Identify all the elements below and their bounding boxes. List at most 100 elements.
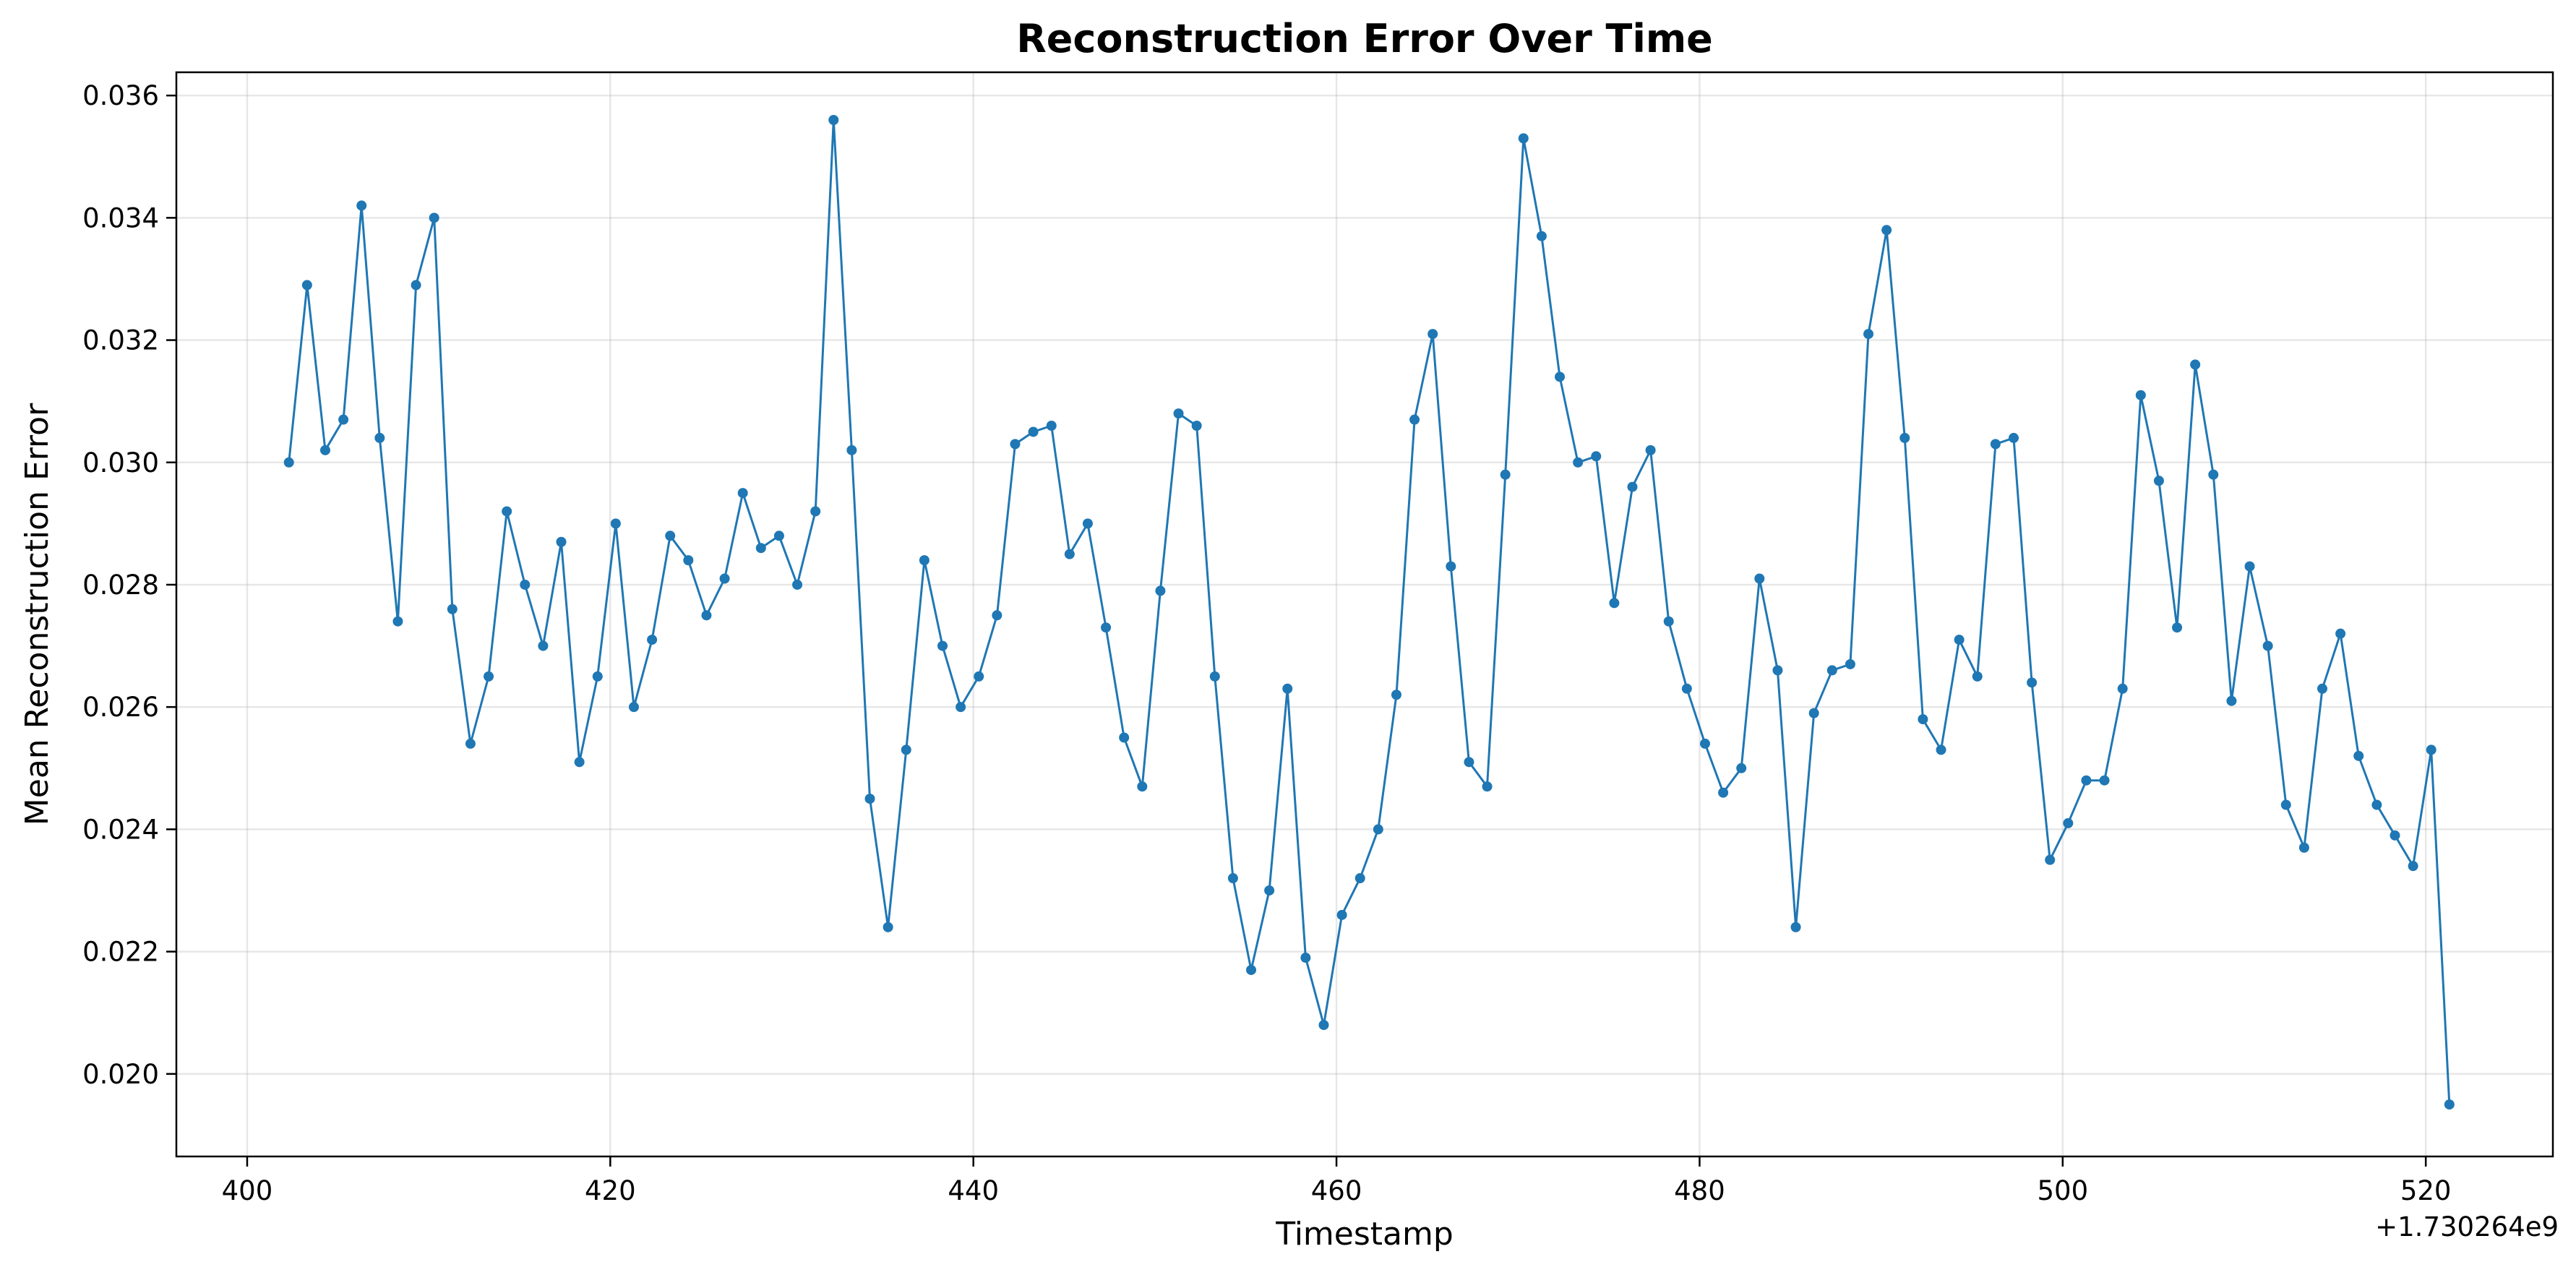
data-point: [1227, 873, 1238, 884]
data-point: [283, 457, 294, 468]
data-point: [1663, 616, 1674, 627]
data-point: [319, 445, 330, 455]
data-point: [2298, 842, 2309, 853]
data-point: [1101, 622, 1112, 633]
data-point: [1336, 909, 1347, 920]
data-point: [2027, 677, 2038, 688]
data-point: [1119, 732, 1130, 743]
data-point: [792, 579, 803, 590]
data-point: [864, 794, 875, 804]
y-tick-label: 0.020: [82, 1059, 159, 1090]
data-point: [2280, 799, 2291, 810]
data-point: [1972, 671, 1983, 682]
data-point: [683, 555, 694, 566]
data-point: [1808, 708, 1819, 718]
data-point: [1173, 408, 1184, 419]
data-point: [846, 445, 857, 455]
data-point: [484, 671, 494, 682]
data-point: [2426, 744, 2437, 755]
data-point: [1899, 432, 1910, 443]
x-tick-label: 440: [948, 1175, 999, 1206]
chart-title: Reconstruction Error Over Time: [1016, 16, 1713, 61]
data-point: [773, 531, 784, 541]
y-tick-label: 0.028: [82, 570, 159, 601]
data-point: [1264, 885, 1275, 896]
data-point: [2008, 432, 2019, 443]
x-tick-label: 500: [2037, 1175, 2088, 1206]
data-point: [1863, 329, 1874, 340]
y-tick-label: 0.022: [82, 937, 159, 968]
data-point: [1300, 953, 1311, 963]
data-point: [2371, 799, 2382, 810]
data-point: [2390, 830, 2400, 841]
data-point: [538, 640, 549, 651]
data-point: [1082, 518, 1093, 529]
series-layer: [283, 114, 2455, 1110]
y-axis-label: Mean Reconstruction Error: [19, 403, 56, 825]
x-tick-label: 420: [585, 1175, 636, 1206]
data-point: [2045, 854, 2056, 865]
data-point: [2408, 861, 2418, 872]
data-point: [411, 280, 421, 291]
data-point: [356, 200, 367, 211]
tick-layer: 400 420 440 460 480 500 520 0.020 0.022 0.024 0.02…: [82, 80, 2451, 1206]
data-point: [1046, 421, 1057, 432]
data-point: [1790, 922, 1801, 932]
data-point: [1845, 658, 1855, 669]
y-tick-label: 0.032: [82, 325, 159, 356]
data-point: [956, 702, 966, 713]
data-point: [1681, 683, 1692, 694]
data-point: [1155, 585, 1166, 596]
data-point: [502, 506, 512, 517]
data-point: [2208, 469, 2219, 480]
data-point: [301, 280, 312, 291]
data-point: [810, 506, 821, 517]
data-point: [1409, 414, 1420, 425]
data-point: [610, 518, 621, 529]
data-point: [574, 757, 585, 768]
x-axis-offset-label: +1.730264e9: [2375, 1211, 2559, 1242]
data-point: [1573, 457, 1584, 468]
data-point: [1282, 683, 1293, 694]
data-point: [465, 738, 476, 749]
grid-layer: [176, 72, 2553, 1156]
data-point: [1718, 787, 1729, 798]
data-point: [1373, 824, 1383, 835]
data-point: [1010, 439, 1021, 450]
data-point: [1464, 757, 1474, 768]
data-point: [338, 414, 349, 425]
data-point: [1446, 561, 1456, 572]
data-point: [2244, 561, 2255, 572]
data-point: [665, 531, 676, 541]
data-point: [974, 671, 984, 682]
data-point: [1536, 231, 1547, 241]
data-point: [992, 610, 1003, 621]
data-point: [937, 640, 948, 651]
x-axis-label: Timestamp: [1275, 1216, 1454, 1253]
data-point: [2317, 683, 2327, 694]
y-tick-label: 0.030: [82, 447, 159, 478]
y-tick-label: 0.024: [82, 814, 159, 845]
data-point: [592, 671, 603, 682]
data-point: [1518, 133, 1529, 144]
data-point: [1137, 781, 1148, 792]
data-point: [2153, 476, 2164, 486]
data-point: [2190, 359, 2201, 370]
data-point: [429, 212, 439, 223]
data-point: [1754, 573, 1765, 584]
data-point: [1427, 329, 1438, 340]
data-point: [1936, 744, 1946, 755]
data-point: [1591, 451, 1602, 462]
y-tick-label: 0.034: [82, 202, 159, 233]
data-point: [2135, 390, 2146, 400]
data-point: [1627, 481, 1638, 492]
data-point: [901, 744, 911, 755]
data-point: [647, 635, 658, 645]
data-point: [1391, 690, 1401, 700]
data-point: [1500, 469, 1511, 480]
x-tick-label: 480: [1674, 1175, 1725, 1206]
data-point: [2262, 640, 2273, 651]
plot-frame: [175, 71, 2554, 1158]
data-point: [2335, 628, 2346, 639]
